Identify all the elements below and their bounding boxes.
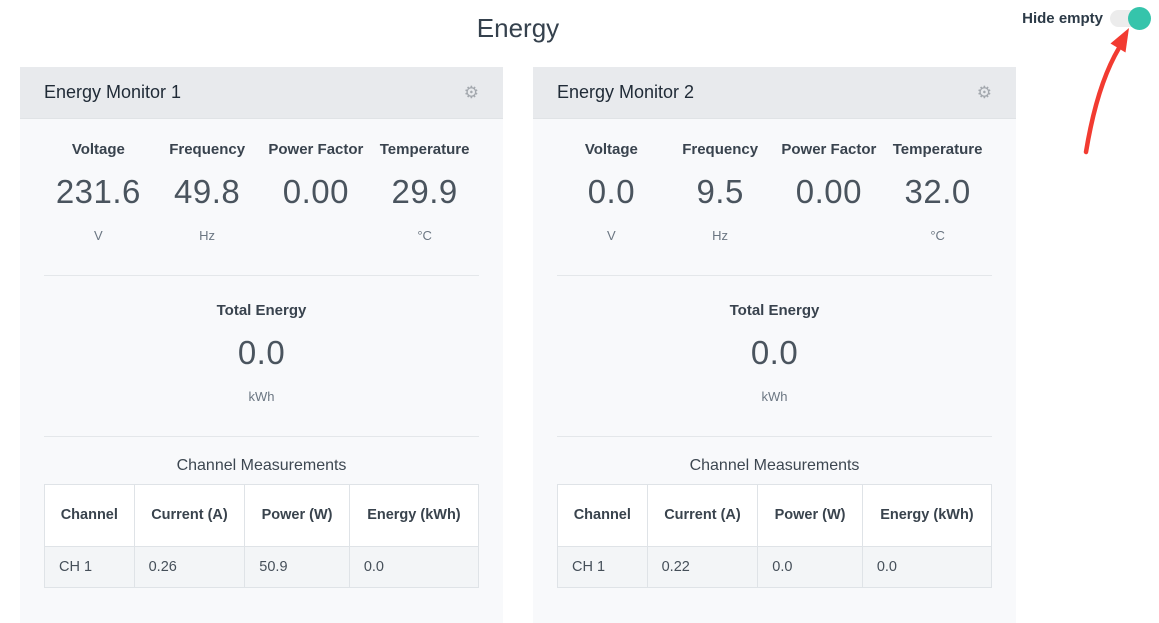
total-energy-unit: kWh — [248, 389, 275, 404]
cards-container: Energy Monitor 1 ⚙ Voltage 231.6 V Frequ… — [20, 67, 1016, 623]
table-row: CH 1 0.22 0.0 0.0 — [557, 546, 993, 589]
toggle-knob — [1128, 7, 1151, 30]
metric-unit: °C — [417, 228, 432, 243]
total-energy-label: Total Energy — [216, 302, 307, 319]
card-header: Energy Monitor 1 ⚙ — [20, 67, 503, 119]
hide-empty-toggle[interactable] — [1110, 7, 1151, 30]
cell-current: 0.26 — [133, 546, 246, 589]
metric-unit: V — [607, 228, 616, 243]
divider — [557, 275, 992, 276]
metric-value: 0.00 — [282, 173, 349, 210]
metric-label: Frequency — [682, 141, 759, 158]
cell-channel: CH 1 — [557, 546, 648, 589]
col-power: Power (W) — [757, 483, 863, 548]
col-energy: Energy (kWh) — [348, 483, 480, 548]
channel-measurements-title: Channel Measurements — [176, 457, 347, 474]
channel-table: Channel Current (A) Power (W) Energy (kW… — [44, 483, 480, 589]
hide-empty-label: Hide empty — [1022, 10, 1103, 27]
total-energy-value: 0.0 — [750, 334, 799, 371]
hide-empty-control: Hide empty — [1022, 7, 1151, 30]
metric-label: Temperature — [379, 141, 470, 158]
settings-gear-icon[interactable]: ⚙ — [463, 83, 479, 102]
metric-value: 32.0 — [904, 173, 971, 210]
metric-power-factor: Power Factor 0.00 — [775, 141, 884, 244]
metric-frequency: Frequency 49.8 Hz — [153, 141, 262, 244]
total-energy-section: Total Energy 0.0 kWh — [44, 302, 479, 405]
metric-unit — [262, 228, 371, 244]
col-current: Current (A) — [133, 483, 246, 548]
table-header-row: Channel Current (A) Power (W) Energy (kW… — [557, 483, 993, 548]
cell-channel: CH 1 — [44, 546, 135, 589]
metric-unit: Hz — [712, 228, 729, 243]
page-title: Energy — [476, 13, 560, 43]
divider — [557, 436, 992, 437]
channel-table: Channel Current (A) Power (W) Energy (kW… — [557, 483, 993, 589]
cell-power: 50.9 — [244, 546, 350, 589]
col-channel: Channel — [557, 483, 648, 548]
divider — [44, 436, 479, 437]
metrics-row: Voltage 0.0 V Frequency 9.5 Hz Power Fac… — [557, 141, 992, 244]
total-energy-value: 0.0 — [237, 334, 286, 371]
cell-power: 0.0 — [757, 546, 863, 589]
card-body: Voltage 231.6 V Frequency 49.8 Hz Power … — [20, 141, 503, 589]
divider — [44, 275, 479, 276]
metric-value: 0.0 — [587, 173, 636, 210]
metric-label: Power Factor — [781, 141, 877, 158]
channel-measurements-title: Channel Measurements — [689, 457, 860, 474]
card-title: Energy Monitor 1 — [44, 82, 182, 102]
metric-label: Voltage — [584, 141, 638, 158]
table-header-row: Channel Current (A) Power (W) Energy (kW… — [44, 483, 480, 548]
metric-value: 49.8 — [174, 173, 241, 210]
metric-temperature: Temperature 29.9 °C — [370, 141, 479, 244]
col-energy: Energy (kWh) — [861, 483, 993, 548]
metrics-row: Voltage 231.6 V Frequency 49.8 Hz Power … — [44, 141, 479, 244]
metric-label: Temperature — [892, 141, 983, 158]
metric-unit: °C — [930, 228, 945, 243]
col-current: Current (A) — [646, 483, 759, 548]
energy-monitor-card-1: Energy Monitor 1 ⚙ Voltage 231.6 V Frequ… — [20, 67, 503, 623]
cell-energy: 0.0 — [348, 546, 480, 589]
total-energy-label: Total Energy — [729, 302, 820, 319]
metric-voltage: Voltage 0.0 V — [557, 141, 666, 244]
metric-value: 9.5 — [696, 173, 744, 210]
metric-label: Voltage — [71, 141, 125, 158]
card-header: Energy Monitor 2 ⚙ — [533, 67, 1016, 119]
metric-power-factor: Power Factor 0.00 — [262, 141, 371, 244]
cell-energy: 0.0 — [861, 546, 993, 589]
card-body: Voltage 0.0 V Frequency 9.5 Hz Power Fac… — [533, 141, 1016, 589]
metric-label: Power Factor — [268, 141, 364, 158]
cell-current: 0.22 — [646, 546, 759, 589]
metric-frequency: Frequency 9.5 Hz — [666, 141, 775, 244]
col-power: Power (W) — [244, 483, 350, 548]
metric-label: Frequency — [169, 141, 246, 158]
metric-value: 0.00 — [795, 173, 862, 210]
settings-gear-icon[interactable]: ⚙ — [976, 83, 992, 102]
metric-voltage: Voltage 231.6 V — [44, 141, 153, 244]
total-energy-unit: kWh — [761, 389, 788, 404]
table-row: CH 1 0.26 50.9 0.0 — [44, 546, 480, 589]
total-energy-section: Total Energy 0.0 kWh — [557, 302, 992, 405]
metric-unit: Hz — [199, 228, 216, 243]
metric-value: 231.6 — [55, 173, 141, 210]
metric-temperature: Temperature 32.0 °C — [883, 141, 992, 244]
card-title: Energy Monitor 2 — [557, 82, 695, 102]
col-channel: Channel — [44, 483, 135, 548]
metric-value: 29.9 — [391, 173, 458, 210]
metric-unit — [775, 228, 884, 244]
metric-unit: V — [94, 228, 103, 243]
energy-monitor-card-2: Energy Monitor 2 ⚙ Voltage 0.0 V Frequen… — [533, 67, 1016, 623]
